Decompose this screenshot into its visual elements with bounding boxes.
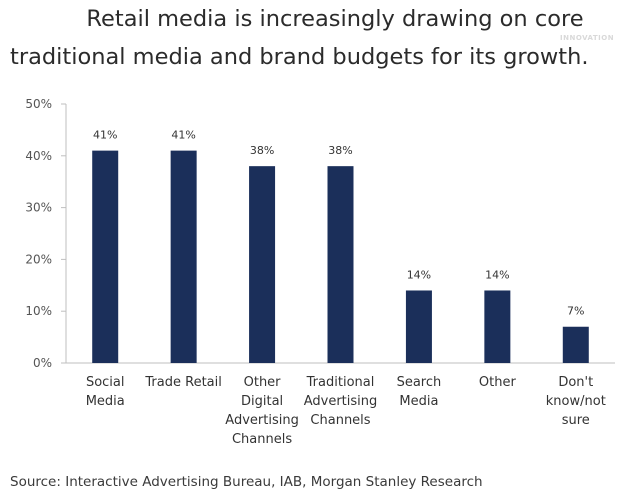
data-label: 7% — [567, 305, 584, 318]
x-tick-label: Traditional Advertising Channels — [304, 375, 378, 428]
bar — [405, 290, 432, 363]
data-label: 38% — [328, 144, 352, 157]
data-label: 41% — [93, 129, 117, 142]
y-tick-label: 30% — [25, 201, 52, 215]
bar — [484, 290, 511, 363]
bar — [170, 150, 197, 363]
x-tick-label: Other Digital Advertising Channels — [225, 375, 299, 447]
y-tick-label: 0% — [33, 356, 52, 370]
bar — [562, 326, 589, 363]
x-tick-label: Trade Retail — [144, 375, 221, 390]
data-label: 14% — [407, 268, 431, 281]
data-label: 38% — [250, 144, 274, 157]
x-tick-label: Social Media — [86, 375, 125, 409]
source-note: Source: Interactive Advertising Bureau, … — [10, 474, 483, 490]
y-tick-label: 10% — [25, 304, 52, 318]
chart-title-line-1: Retail media is increasingly drawing on … — [86, 6, 584, 32]
data-label: 41% — [171, 129, 195, 142]
watermark-badge: INNOVATION — [560, 34, 615, 42]
bar — [92, 150, 119, 363]
chart-title-line-2: traditional media and brand budgets for … — [10, 44, 589, 70]
x-tick-label: Other — [479, 375, 517, 390]
bar — [327, 166, 354, 363]
y-tick-label: 20% — [25, 252, 52, 266]
x-tick-label: Don't know/not sure — [546, 375, 606, 428]
y-tick-label: 50% — [25, 97, 52, 111]
bar-chart: 0% 10% 20% 30% 40% 50% 41% Social Media 41% Trade … — [25, 97, 615, 447]
x-tick-label: Search Media — [397, 375, 442, 409]
y-tick-label: 40% — [25, 149, 52, 163]
bar — [249, 166, 276, 363]
data-label: 14% — [485, 268, 509, 281]
